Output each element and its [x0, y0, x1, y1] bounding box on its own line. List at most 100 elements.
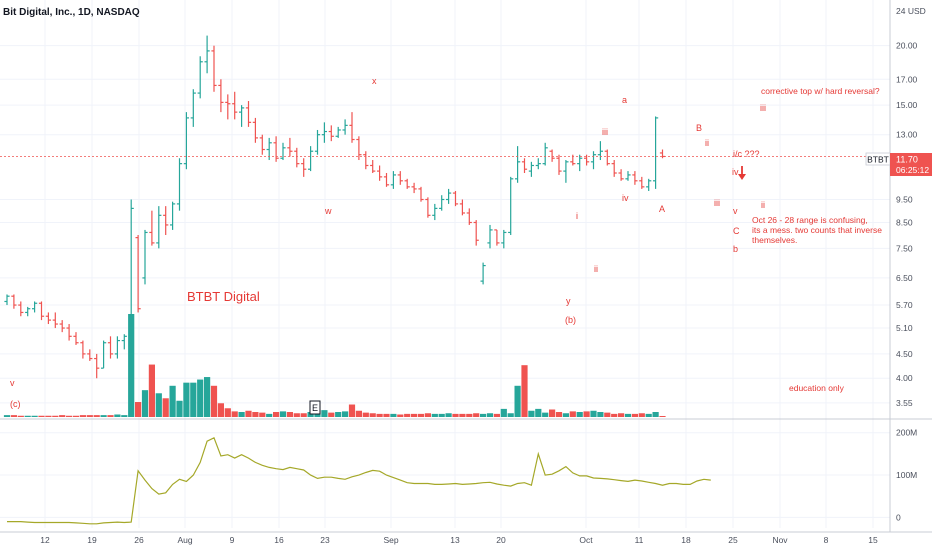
ohlc-bar [314, 129, 321, 155]
ohlc-bar [287, 137, 293, 157]
ohlc-bar [556, 154, 562, 175]
ohlc-bar [308, 146, 314, 172]
ohlc-bar [563, 160, 569, 183]
volume-bar [562, 413, 569, 417]
ohlc-bar [25, 306, 31, 317]
volume-bar [424, 413, 431, 417]
chart-title-annotation: BTBT Digital [187, 289, 260, 304]
ohlc-bar [218, 79, 224, 113]
volume-bar [493, 413, 500, 417]
volume-bar [307, 412, 314, 417]
earnings-marker[interactable]: E [309, 400, 321, 415]
volume-bar [148, 364, 155, 417]
ohlc-bar [383, 173, 390, 187]
ohlc-bar [142, 229, 148, 285]
price-tick-label: 3.55 [896, 398, 913, 408]
volume-bar [604, 412, 611, 417]
price-bars [4, 35, 666, 379]
volume-bar [107, 415, 114, 417]
volume-bar [204, 377, 211, 417]
ohlc-bar [301, 158, 307, 177]
wave-label: B [696, 123, 702, 133]
time-tick-label: Sep [383, 535, 398, 545]
volume-bar [611, 413, 618, 417]
ohlc-bar [473, 220, 479, 246]
ohlc-bar [321, 122, 327, 143]
volume-bar [93, 415, 100, 417]
ohlc-bar [356, 136, 362, 161]
ohlc-bar [18, 301, 24, 317]
volume-bar [210, 385, 218, 417]
price-tick-label: 9.50 [896, 195, 913, 205]
note-range-line-3: themselves. [752, 235, 797, 245]
volume-bar [300, 413, 307, 417]
ohlc-bar [135, 235, 141, 313]
volume-bar [86, 415, 93, 417]
wave-label: v [733, 206, 738, 216]
volume-bar [645, 413, 652, 417]
ohlc-bar [459, 199, 465, 216]
volume-bar [535, 408, 542, 417]
ohlc-bar [225, 94, 231, 120]
ohlc-bar [239, 105, 245, 127]
ohlc-bar [183, 112, 189, 170]
ohlc-bar [397, 171, 403, 185]
volume-bar [38, 415, 45, 417]
time-tick-label: Nov [772, 535, 788, 545]
volume-bar [66, 415, 73, 417]
volume-bar [169, 385, 176, 417]
price-badge[interactable]: BTBT 11.70 06:25:12 [865, 152, 932, 176]
wave-label: a [622, 95, 627, 105]
ohlc-bar [377, 165, 383, 181]
ohlc-bar [190, 89, 196, 127]
time-tick-label: 8 [824, 535, 829, 545]
volume-bar [17, 415, 24, 417]
wave-label: iv [732, 167, 739, 177]
note-education-only: education only [789, 383, 845, 393]
price-tick-label: 5.10 [896, 323, 913, 333]
ohlc-bar [73, 332, 79, 345]
volume-bar [659, 416, 666, 417]
volume-bar [411, 413, 418, 417]
volume-bar [383, 413, 390, 417]
volume-bar [438, 413, 445, 417]
volume-bar [10, 415, 17, 417]
ohlc-bar [639, 176, 645, 189]
ohlc-bar [349, 112, 355, 143]
volume-bar [321, 410, 328, 417]
ohlc-bar [280, 142, 286, 161]
ohlc-bar [584, 154, 590, 166]
volume-bar [459, 413, 466, 417]
volume-bar [176, 400, 183, 417]
volume-bar [652, 412, 659, 417]
indicator-pane [7, 436, 711, 525]
price-tick-label: 15.00 [896, 100, 918, 110]
ohlc-bar [632, 171, 638, 185]
price-tick-label: 20.00 [896, 41, 918, 51]
time-tick-label: 19 [87, 535, 97, 545]
volume-bar [549, 409, 556, 417]
ohlc-bar [197, 56, 203, 99]
volume-bar [542, 412, 549, 417]
ohlc-bar [156, 206, 162, 249]
price-tick-label: 6.50 [896, 273, 913, 283]
ohlc-bar [204, 35, 210, 74]
volume-bar [59, 415, 66, 417]
ohlc-bar [59, 320, 65, 333]
ohlc-bar [590, 151, 597, 170]
ohlc-bar [653, 116, 659, 189]
volume-bar [72, 415, 80, 417]
wave-label: iv [622, 193, 629, 203]
volume-bar [452, 413, 459, 417]
wave-label: i/c ??? [733, 149, 760, 159]
ohlc-bar [618, 169, 624, 181]
ohlc-bar [245, 101, 252, 127]
volume-bar [638, 413, 645, 417]
ohlc-bar [211, 45, 217, 92]
volume-bar [348, 404, 356, 417]
ohlc-bar [87, 349, 93, 361]
time-tick-label: 16 [274, 535, 284, 545]
wave-label: ii [705, 138, 709, 148]
ohlc-bar [370, 160, 376, 174]
